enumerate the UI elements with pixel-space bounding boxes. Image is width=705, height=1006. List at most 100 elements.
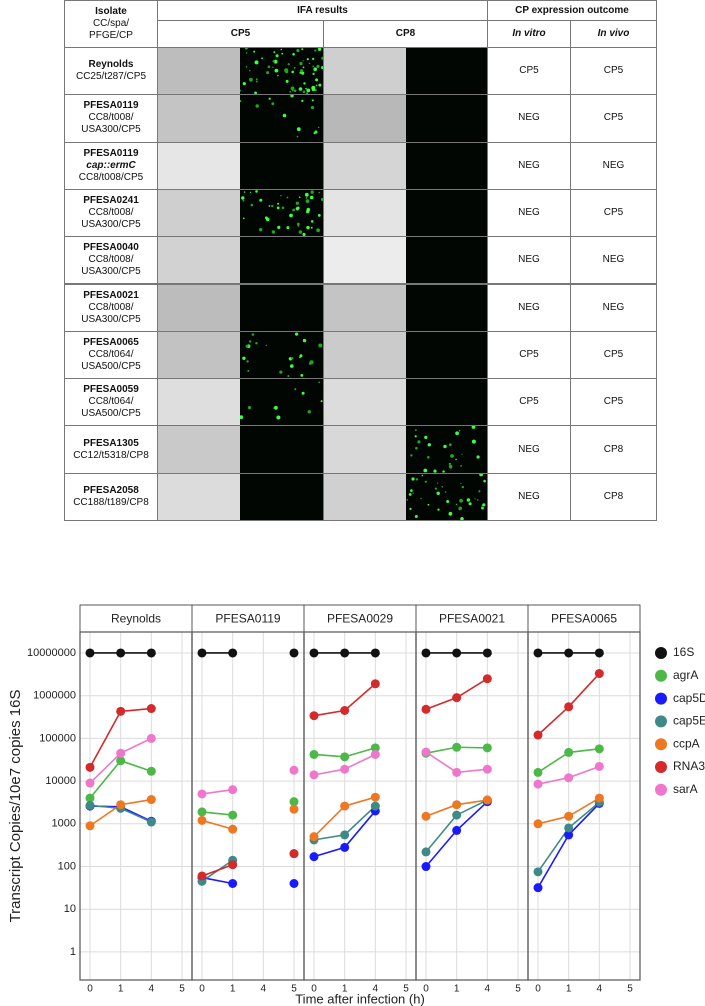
fluorescent-spot	[310, 106, 315, 110]
x-tick-label: 1	[342, 984, 348, 995]
data-point	[564, 811, 574, 821]
brightfield-image	[324, 331, 406, 379]
data-point	[564, 773, 574, 783]
fluorescent-spot	[443, 445, 447, 449]
data-point	[452, 693, 462, 703]
brightfield-image	[324, 473, 406, 520]
data-point	[309, 852, 319, 862]
fluorescent-spot	[277, 225, 281, 229]
data-point	[421, 862, 431, 872]
panel-title: PFESA0029	[327, 612, 393, 626]
fluorescent-spot	[436, 491, 440, 495]
series-line	[201, 863, 233, 877]
fluorescent-spot	[461, 485, 464, 488]
fluorescence-image	[406, 284, 487, 331]
fluorescent-spot	[302, 66, 305, 69]
fluorescent-spot	[458, 430, 461, 432]
series-line	[201, 811, 233, 816]
fluorescent-spot	[274, 68, 279, 73]
data-point	[116, 706, 126, 716]
fluorescent-spot	[293, 89, 297, 93]
fluorescent-spot	[291, 70, 294, 74]
fluorescent-spot	[455, 431, 459, 436]
fluorescent-spot	[318, 381, 321, 384]
header-isolate: Isolate CC/spa/PFGE/CP	[64, 0, 158, 48]
fluorescent-spot	[309, 359, 314, 364]
brightfield-image	[324, 95, 406, 142]
x-tick-label: 1	[566, 984, 572, 995]
data-point	[197, 648, 207, 658]
fluorescent-spot	[296, 48, 300, 53]
data-point	[533, 867, 543, 877]
data-point	[197, 815, 207, 825]
outcome-text: NEG	[518, 490, 540, 502]
image-frame	[157, 283, 324, 332]
y-tick-label: 1000000	[33, 690, 76, 702]
data-point	[594, 793, 604, 803]
fluorescent-spot	[290, 95, 294, 98]
fluorescent-spot	[302, 60, 304, 62]
data-point	[370, 743, 380, 753]
in-vivo-cell: NEG	[570, 236, 657, 285]
legend-label: cap5D	[673, 691, 705, 705]
fluorescent-spot	[309, 195, 314, 200]
panel-strip	[191, 604, 305, 633]
fluorescent-spot	[455, 503, 458, 505]
fluorescent-spot	[305, 199, 310, 203]
panel-strip	[415, 604, 529, 633]
isolate-detail: CC25/t287/CP5	[75, 71, 147, 83]
x-tick-label: 4	[261, 984, 267, 995]
data-point	[370, 801, 380, 811]
fluorescent-spot	[298, 87, 303, 91]
fluorescent-spot	[277, 74, 279, 77]
data-point	[370, 749, 380, 759]
data-point	[228, 810, 238, 820]
isolate-detail: CC8/t008/	[88, 254, 134, 266]
panel-frame	[415, 631, 529, 981]
isolate-detail: USA300/CP5	[81, 313, 141, 325]
fluorescent-spot	[427, 503, 430, 506]
fluorescent-spot	[482, 502, 486, 507]
isolate-detail: USA300/CP5	[81, 266, 141, 278]
data-point	[228, 824, 238, 834]
x-tick-label: 4	[373, 984, 379, 995]
fluorescent-spot	[246, 359, 249, 363]
outcome-text: CP8	[603, 443, 624, 455]
header-outcome: CP expression outcome	[487, 0, 657, 21]
legend-marker	[655, 738, 667, 751]
isolate-name: PFESA0241	[83, 195, 139, 207]
fluorescent-spot	[298, 230, 303, 234]
image-frame	[323, 236, 488, 285]
fluorescent-spot	[272, 407, 275, 409]
x-tick-label: 5	[291, 984, 297, 995]
x-tick-label: 0	[423, 984, 429, 995]
fluorescent-spot	[320, 197, 323, 201]
image-frame	[157, 94, 324, 143]
fluorescent-spot	[295, 201, 299, 205]
isolate-detail: USA300/CP5	[81, 124, 141, 136]
data-point	[421, 811, 431, 821]
data-point	[594, 744, 604, 754]
fluorescent-spot	[266, 71, 270, 75]
fluorescent-spot	[415, 429, 417, 432]
fluorescent-spot	[476, 455, 480, 459]
y-tick-label: 100000	[39, 732, 76, 744]
fluorescent-spot	[302, 90, 306, 94]
data-point	[482, 743, 492, 753]
fluorescence-image	[240, 473, 323, 520]
fluorescent-spot	[448, 511, 453, 516]
fluorescent-spot	[249, 77, 253, 82]
data-point	[116, 748, 126, 758]
data-point	[146, 648, 156, 658]
isolate-cell: PFESA2058 CC188/t189/CP8	[64, 472, 158, 521]
y-tick-label: 10	[64, 903, 76, 915]
panel-strip	[79, 604, 193, 633]
isolate-cell: PFESA1305 CC12/t5318/CP8	[64, 425, 158, 474]
fluorescent-spot	[255, 341, 258, 345]
fluorescent-spot	[245, 344, 249, 348]
fluorescence-image	[240, 189, 323, 237]
fluorescent-spot	[318, 83, 322, 87]
data-point	[85, 821, 95, 831]
data-point	[228, 860, 238, 870]
image-frame	[157, 236, 324, 285]
